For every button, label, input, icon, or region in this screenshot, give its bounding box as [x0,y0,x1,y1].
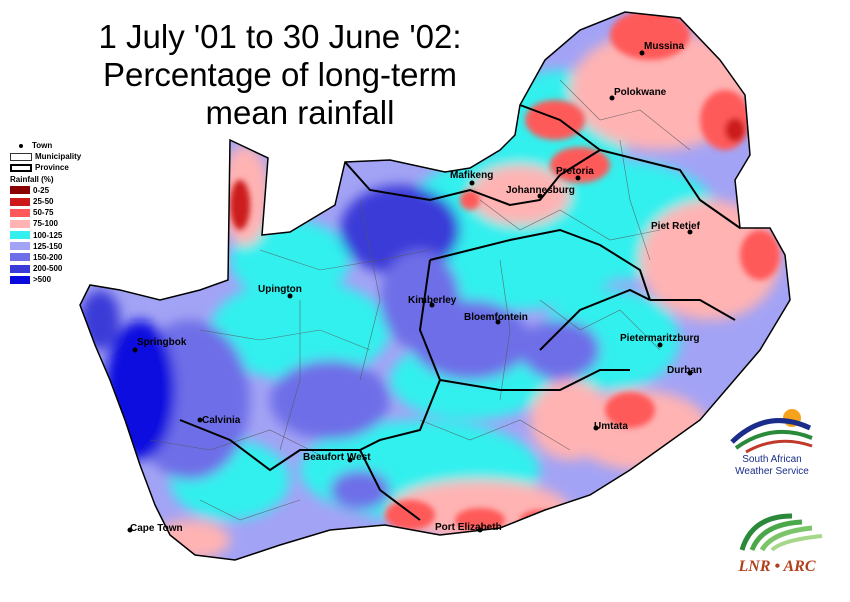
legend-class-label: 150-200 [33,252,63,262]
town-label: Piet Retief [651,221,701,232]
legend-town-label: Town [32,141,53,151]
legend-rainfall-heading: Rainfall (%) [10,174,54,184]
saws-name-line-2: Weather Service [735,466,809,477]
legend-class-row: 0-25 [10,185,81,196]
town-dot-icon [127,527,133,533]
province-box-icon [10,163,32,172]
town-dot-icon [429,302,435,308]
arc-name: LNR • ARC [738,558,816,575]
town-label: Beaufort West [303,452,371,463]
legend-swatch [10,219,30,228]
legend-municipality-row: Municipality [10,151,81,162]
legend-swatch [10,264,30,273]
legend-class-label: 100-125 [33,230,63,240]
legend-class-label: >500 [33,275,52,285]
town-dot-icon [537,193,543,199]
town-dot-icon [495,319,501,325]
town-dot-icon [609,95,615,101]
town-dot-icon [287,293,293,299]
legend-town-row: Town [10,140,81,151]
arc-logo: LNR • ARC [722,510,832,580]
legend-class-label: 0-25 [33,185,50,195]
legend-swatch [10,275,30,284]
town-label: Durban [667,365,702,376]
legend-class-row: 150-200 [10,252,81,263]
town-dot-icon [593,425,599,431]
town-dot-icon [469,180,475,186]
town-label: Mussina [644,41,684,52]
legend-class-row: >500 [10,274,81,285]
legend-class-label: 25-50 [33,197,54,207]
town-label: Port Elizabeth [435,522,502,533]
legend-class-row: 125-150 [10,241,81,252]
town-dot-icon [687,229,693,235]
legend-municipality-label: Municipality [35,152,82,162]
legend-province-label: Province [35,163,69,173]
title-line-1: 1 July '01 to 30 June '02: [98,18,462,55]
town-dot-icon [575,175,581,181]
town-dot-icon [197,417,203,423]
legend-swatch [10,208,30,217]
town-label: Upington [258,284,302,295]
legend-class-row: 200-500 [10,263,81,274]
legend-class-label: 200-500 [33,264,63,274]
town-dot-icon [687,370,693,376]
town-label: Kimberley [408,295,457,306]
town-label: Cape Town [130,523,183,534]
town-label: Umtata [594,421,628,432]
town-label: Calvinia [202,415,241,426]
legend-swatch [10,253,30,262]
title-line-2: Percentage of long-term [102,56,458,93]
legend-class-row: 100-125 [10,230,81,241]
town-label: Springbok [137,337,187,348]
town-label: Polokwane [614,87,667,98]
legend-class-label: 50-75 [33,208,54,218]
town-dot-icon [639,50,645,56]
legend-province-row: Province [10,162,81,173]
legend-swatch [10,197,30,206]
legend-swatch [10,231,30,240]
town-dot-icon [657,342,663,348]
municipality-box-icon [10,152,32,161]
saws-emblem-icon [730,409,813,454]
saws-name-line-1: South African [742,454,802,465]
town-label: Pretoria [556,166,594,177]
town-label: Bloemfontein [464,312,528,323]
legend-class-label: 125-150 [33,241,63,251]
legend-class-row: 50-75 [10,207,81,218]
legend-swatch [10,242,30,251]
legend-class-label: 75-100 [33,219,58,229]
town-label: Mafikeng [450,170,493,181]
town-dot-icon [347,457,353,463]
town-label: Johannesburg [506,185,575,196]
legend-swatch [10,186,30,195]
town-dot-icon [132,347,138,353]
arc-emblem-icon [739,513,823,552]
saws-logo: South African Weather Service [722,398,822,488]
legend-class-row: 25-50 [10,196,81,207]
town-label: Pietermaritzburg [620,333,699,344]
map-legend: Town Municipality Province Rainfall (%) … [10,140,81,285]
map-title: 1 July '01 to 30 June '02: Percentage of… [60,18,500,132]
town-dot-icon [19,143,23,148]
title-line-3: mean rainfall [205,94,395,131]
towns-layer: Mussina Polokwane Mafikeng Pretoria Johannes… [127,41,702,534]
town-dot-icon [477,527,483,533]
legend-class-row: 75-100 [10,218,81,229]
